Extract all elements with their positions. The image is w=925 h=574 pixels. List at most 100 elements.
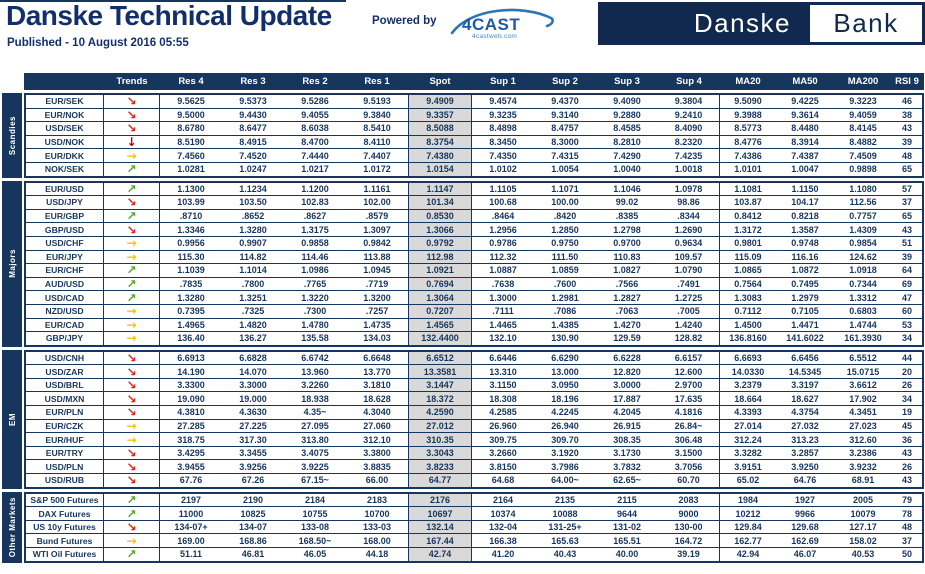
cell-res1: .7719 xyxy=(365,279,389,290)
cell-res1: 134.03 xyxy=(363,333,391,344)
group-label-scandies: Scandies xyxy=(2,93,22,178)
cell-sup3: 1.0040 xyxy=(613,164,641,175)
cell-sup1: .7111 xyxy=(492,306,514,317)
cell-sup3: 4.2045 xyxy=(613,407,641,418)
cell-res4: 11000 xyxy=(178,508,204,519)
cell-sup1: 1.2956 xyxy=(489,224,517,235)
cell-ma200: 10079 xyxy=(850,508,876,519)
cell-sup1: 112.32 xyxy=(489,251,517,262)
cell-spot: 101.34 xyxy=(408,196,472,209)
cell-rsi9: 60 xyxy=(901,306,912,317)
cell-res3: .7800 xyxy=(241,279,265,290)
trend-cell: ↘ xyxy=(104,365,160,378)
cell-sup4: 1.0790 xyxy=(658,264,720,277)
cell-sup2: 3.7986 xyxy=(551,461,579,472)
table-row-eur-chf: EUR/CHF ↗ 1.1039 1.1014 1.0986 1.0945 1.0921 1.… xyxy=(26,264,922,278)
trend-down-right-icon: ↘ xyxy=(126,446,137,460)
cell-ma50: 8.3914 xyxy=(791,137,819,148)
cell-sup1: .7638 xyxy=(491,279,515,290)
cell-ma200: 6.5512 xyxy=(849,352,877,363)
cell-sup4: 164.72 xyxy=(658,534,720,547)
cell-sup2: .7600 xyxy=(553,279,577,290)
trend-right-icon: → xyxy=(126,250,137,264)
cell-sup1: 3.8150 xyxy=(489,461,517,472)
cell-res1: 3.3800 xyxy=(363,448,391,459)
cell-ma200: 1.0918 xyxy=(849,265,877,276)
cell-sup3: 3.0000 xyxy=(613,380,641,391)
col-header-rsi9: RSI 9 xyxy=(895,76,919,87)
cell-res1: 4.3040 xyxy=(363,407,391,418)
trend-down-right-icon: ↘ xyxy=(126,108,137,122)
cell-ma50: 1927 xyxy=(794,494,816,505)
cell-ma50: 313.23 xyxy=(791,434,819,445)
pair-label: EUR/CHF xyxy=(26,264,104,277)
cell-res4: .7835 xyxy=(179,279,203,290)
cell-spot: 0.7207 xyxy=(408,304,472,318)
group-em: EM USD/CNH ↘ 6.6913 6.6828 6.6742 6.6648 6.6512… xyxy=(2,349,924,489)
cell-sup2: 10088 xyxy=(552,508,578,519)
trend-down-icon: ↓ xyxy=(126,135,137,149)
cell-res3: 134-07 xyxy=(238,522,268,533)
trend-cell: ↘ xyxy=(104,520,160,534)
trend-down-right-icon: ↘ xyxy=(126,365,137,378)
cell-res2: 102.83 xyxy=(301,197,329,208)
cell-sup3: 12.820 xyxy=(613,366,641,377)
cell-sup4: 1.4240 xyxy=(658,318,720,332)
cell-sup3: 1.4270 xyxy=(613,319,641,330)
table-row-usd-brl: USD/BRL ↘ 3.3300 3.3000 3.2260 3.1810 3.1447 3.… xyxy=(26,378,922,393)
cell-rsi9: 43 xyxy=(901,224,912,235)
cell-res1: 3.1810 xyxy=(363,380,391,391)
pair-label: USD/RUB xyxy=(26,474,104,487)
cell-ma20: 7.4386 xyxy=(734,150,762,161)
cell-ma20: 27.014 xyxy=(734,420,762,431)
cell-sup4: 306.48 xyxy=(658,433,720,446)
cell-sup1: 7.4350 xyxy=(489,150,517,161)
trend-right-icon: → xyxy=(126,332,137,345)
cell-res4: 9.5000 xyxy=(177,109,205,120)
cell-sup1: 132-04 xyxy=(488,522,518,533)
cell-res3: 10825 xyxy=(240,508,266,519)
table-row-eur-nok: EUR/NOK ↘ 9.5000 9.4430 9.4055 9.3840 9.3357 9.… xyxy=(26,108,922,123)
table-row-gbp-usd: GBP/USD ↘ 1.3346 1.3280 1.3175 1.3097 1.3066 1.… xyxy=(26,223,922,237)
cell-res1: 312.10 xyxy=(363,434,391,445)
pair-label: EUR/SEK xyxy=(26,95,104,108)
trend-cell: ↘ xyxy=(104,474,160,487)
cell-sup1: 166.38 xyxy=(489,535,517,546)
cell-res2: 4.35~ xyxy=(303,407,327,418)
cell-ma50: 3.2857 xyxy=(791,448,819,459)
trend-cell: ↘ xyxy=(104,406,160,419)
pair-label: WTI Oil Futures xyxy=(26,548,104,561)
cell-sup1: 3.1150 xyxy=(489,380,517,391)
cell-res3: .8652 xyxy=(241,211,265,222)
cell-ma20: 1.0865 xyxy=(734,265,762,276)
cell-sup2: 26.940 xyxy=(551,420,579,431)
cell-rsi9: 45 xyxy=(901,420,912,431)
cell-sup4: 109.57 xyxy=(658,250,720,264)
cell-res2: 3.4075 xyxy=(301,448,329,459)
cell-sup3: 99.02 xyxy=(615,197,639,208)
cell-sup2: 1.2850 xyxy=(551,224,579,235)
cell-res1: 1.1161 xyxy=(363,183,391,194)
trend-up-right-icon: ↗ xyxy=(126,162,137,176)
cell-sup2: 9.3140 xyxy=(551,109,579,120)
cell-res3: 27.225 xyxy=(239,420,267,431)
cell-ma200: 7.4509 xyxy=(849,150,877,161)
trend-down-right-icon: ↘ xyxy=(126,95,137,108)
cell-ma50: 1.3587 xyxy=(791,224,819,235)
group-table-scandies: EUR/SEK ↘ 9.5625 9.5373 9.5286 9.5193 9.4909 9.… xyxy=(24,93,924,178)
cell-res2: 27.095 xyxy=(301,420,329,431)
trend-right-icon: → xyxy=(126,318,137,332)
col-header-empty xyxy=(26,73,104,90)
table-row-eur-dkk: EUR/DKK → 7.4560 7.4520 7.4440 7.4407 7.4380 7.… xyxy=(26,149,922,163)
cell-res1: 113.88 xyxy=(363,251,391,262)
trend-down-right-icon: ↘ xyxy=(126,223,137,236)
cell-ma50: 1.0047 xyxy=(791,164,819,175)
table-row-gbp-jpy: GBP/JPY → 136.40 136.27 135.58 134.03 132.4400… xyxy=(26,332,922,345)
pair-label: USD/ZAR xyxy=(26,365,104,378)
cell-ma200: 9.3223 xyxy=(849,96,877,107)
cell-res1: 6.6648 xyxy=(363,352,391,363)
pair-label: USD/CHF xyxy=(26,236,104,250)
cell-res3: 6.6828 xyxy=(239,352,267,363)
cell-sup2: 40.43 xyxy=(553,549,577,560)
cell-spot: 42.74 xyxy=(408,548,472,561)
